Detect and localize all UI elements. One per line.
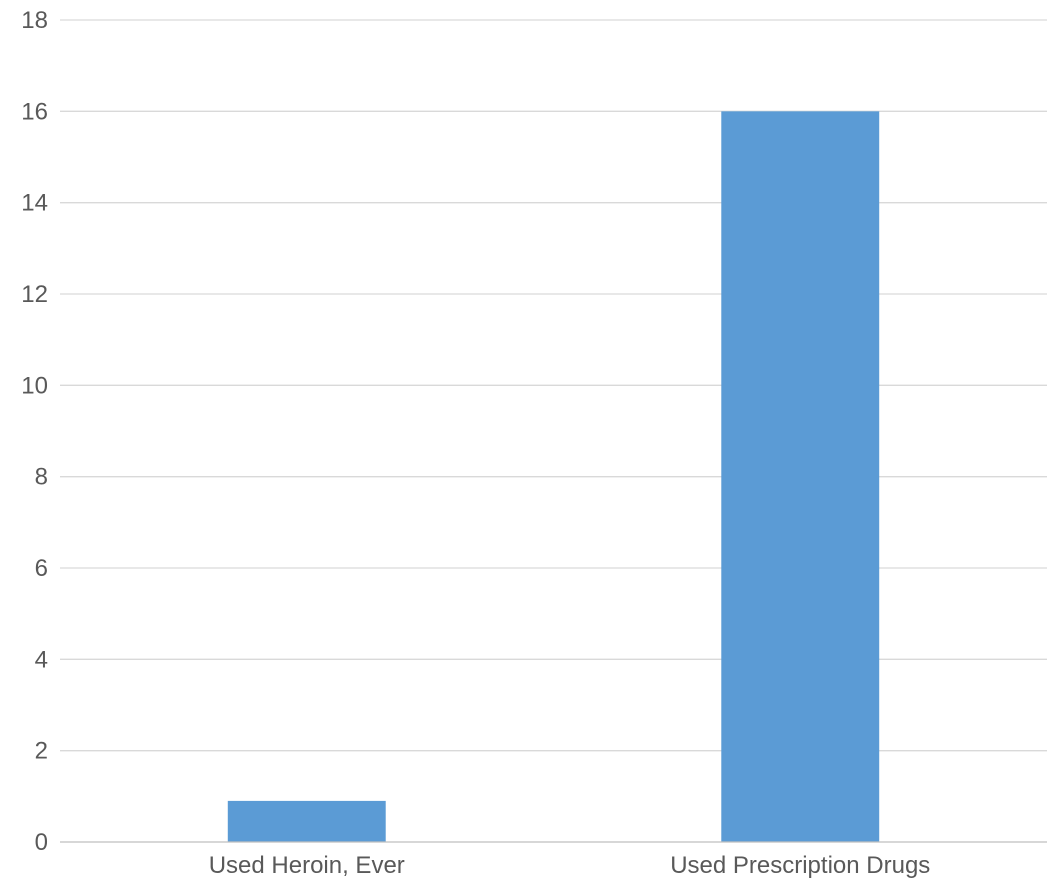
gridlines <box>60 19 1047 752</box>
bar-1 <box>227 800 386 842</box>
y-tick-label: 10 <box>21 372 48 399</box>
bar-2 <box>721 111 880 843</box>
y-tick-label: 16 <box>21 98 48 125</box>
y-tick-label: 12 <box>21 281 48 308</box>
y-axis-tick-labels: 0 2 4 6 8 10 12 14 16 18 <box>21 7 48 856</box>
y-tick-label: 6 <box>35 555 48 582</box>
y-tick-label: 2 <box>35 738 48 765</box>
y-tick-label: 0 <box>35 829 48 856</box>
x-category-label: Used Prescription Drugs <box>670 852 930 879</box>
bars <box>227 111 880 843</box>
x-category-label: Used Heroin, Ever <box>209 852 405 879</box>
y-tick-label: 4 <box>35 646 48 673</box>
y-tick-label: 14 <box>21 190 48 217</box>
y-tick-label: 8 <box>35 464 48 491</box>
y-tick-label: 18 <box>21 7 48 34</box>
x-axis-category-labels: Used Heroin, Ever Used Prescription Drugs <box>209 852 931 879</box>
